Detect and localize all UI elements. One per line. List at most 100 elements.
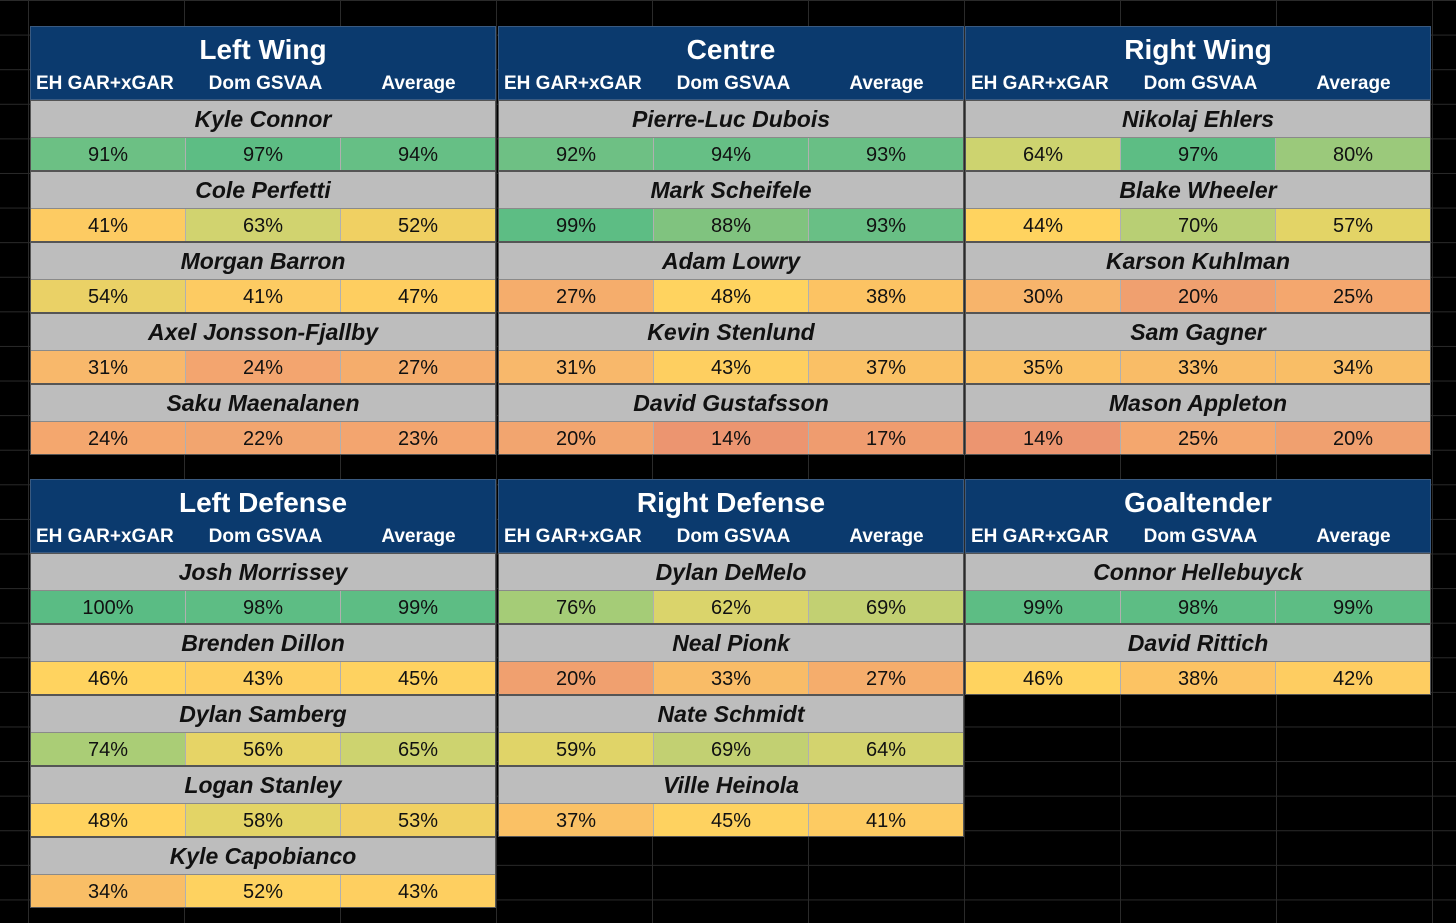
column-header: Average: [849, 526, 924, 547]
position-title: Centre: [686, 34, 776, 65]
player-row: David Gustafsson 20% 14% 17%: [498, 384, 964, 455]
column-header: EH GAR+xGAR: [504, 73, 642, 94]
player-row: Nate Schmidt 59% 69% 64%: [498, 695, 964, 766]
percentile-cell: 33%: [654, 662, 809, 694]
player-name: Mark Scheifele: [499, 172, 963, 209]
column-header: Dom GSVAA: [676, 73, 791, 94]
player-row: Cole Perfetti 41% 63% 52%: [30, 171, 496, 242]
player-values: 92% 94% 93%: [499, 138, 963, 170]
percentile-cell: 44%: [966, 209, 1121, 241]
player-row: Nikolaj Ehlers 64% 97% 80%: [965, 100, 1431, 171]
player-name: Kevin Stenlund: [499, 314, 963, 351]
percentile-cell: 27%: [499, 280, 654, 312]
percentile-cell: 98%: [186, 591, 341, 623]
player-name: Mason Appleton: [966, 385, 1430, 422]
percentile-cell: 74%: [31, 733, 186, 765]
percentile-cell: 92%: [499, 138, 654, 170]
percentile-cell: 98%: [1121, 591, 1276, 623]
percentile-cell: 88%: [654, 209, 809, 241]
player-name: Dylan DeMelo: [499, 554, 963, 591]
column-header: EH GAR+xGAR: [36, 526, 174, 547]
percentile-cell: 14%: [966, 422, 1121, 454]
percentile-cell: 38%: [809, 280, 963, 312]
player-row: Pierre-Luc Dubois 92% 94% 93%: [498, 100, 964, 171]
percentile-cell: 45%: [341, 662, 495, 694]
percentile-cell: 58%: [186, 804, 341, 836]
position-title: Left Defense: [178, 487, 348, 518]
position-panel: Right Defense EH GAR+xGAR Dom GSVAA Average…: [498, 479, 964, 837]
percentile-cell: 35%: [966, 351, 1121, 383]
player-name: Neal Pionk: [499, 625, 963, 662]
player-name: Ville Heinola: [499, 767, 963, 804]
player-row: Kevin Stenlund 31% 43% 37%: [498, 313, 964, 384]
percentile-cell: 100%: [31, 591, 186, 623]
position-title: Left Wing: [199, 34, 327, 65]
column-header: Dom GSVAA: [1143, 526, 1258, 547]
column-header: EH GAR+xGAR: [971, 73, 1109, 94]
player-name: Connor Hellebuyck: [966, 554, 1430, 591]
player-values: 48% 58% 53%: [31, 804, 495, 836]
column-headers: EH GAR+xGAR Dom GSVAA Average: [499, 524, 963, 552]
percentile-cell: 41%: [809, 804, 963, 836]
player-row: Kyle Capobianco 34% 52% 43%: [30, 837, 496, 908]
position-header: Left Wing EH GAR+xGAR Dom GSVAA Average: [30, 26, 496, 100]
player-values: 44% 70% 57%: [966, 209, 1430, 241]
column-headers: EH GAR+xGAR Dom GSVAA Average: [31, 71, 495, 99]
player-row: Ville Heinola 37% 45% 41%: [498, 766, 964, 837]
percentile-cell: 63%: [186, 209, 341, 241]
player-row: Axel Jonsson-Fjallby 31% 24% 27%: [30, 313, 496, 384]
player-values: 99% 98% 99%: [966, 591, 1430, 623]
percentile-cell: 56%: [186, 733, 341, 765]
percentile-cell: 37%: [499, 804, 654, 836]
column-header: Dom GSVAA: [208, 526, 323, 547]
player-values: 46% 38% 42%: [966, 662, 1430, 694]
player-name: Adam Lowry: [499, 243, 963, 280]
player-name: Kyle Capobianco: [31, 838, 495, 875]
player-values: 91% 97% 94%: [31, 138, 495, 170]
player-values: 30% 20% 25%: [966, 280, 1430, 312]
player-row: Neal Pionk 20% 33% 27%: [498, 624, 964, 695]
percentile-cell: 99%: [341, 591, 495, 623]
percentile-cell: 52%: [341, 209, 495, 241]
percentile-cell: 47%: [341, 280, 495, 312]
position-title: Goaltender: [1124, 487, 1272, 518]
player-name: Dylan Samberg: [31, 696, 495, 733]
column-headers: EH GAR+xGAR Dom GSVAA Average: [499, 71, 963, 99]
percentile-cell: 25%: [1121, 422, 1276, 454]
player-name: David Rittich: [966, 625, 1430, 662]
percentile-cell: 34%: [31, 875, 186, 907]
column-header: Average: [1316, 526, 1391, 547]
player-row: Adam Lowry 27% 48% 38%: [498, 242, 964, 313]
player-row: Saku Maenalanen 24% 22% 23%: [30, 384, 496, 455]
percentile-cell: 99%: [499, 209, 654, 241]
percentile-cell: 43%: [654, 351, 809, 383]
player-values: 24% 22% 23%: [31, 422, 495, 454]
column-headers: EH GAR+xGAR Dom GSVAA Average: [966, 524, 1430, 552]
position-panel: Right Wing EH GAR+xGAR Dom GSVAA Average Nik…: [965, 26, 1431, 455]
position-header: Centre EH GAR+xGAR Dom GSVAA Average: [498, 26, 964, 100]
percentile-cell: 17%: [809, 422, 963, 454]
percentile-cell: 54%: [31, 280, 186, 312]
player-values: 59% 69% 64%: [499, 733, 963, 765]
percentile-cell: 46%: [966, 662, 1121, 694]
player-values: 27% 48% 38%: [499, 280, 963, 312]
percentile-cell: 48%: [31, 804, 186, 836]
player-values: 100% 98% 99%: [31, 591, 495, 623]
position-title: Right Defense: [636, 487, 826, 518]
percentile-cell: 69%: [654, 733, 809, 765]
player-values: 99% 88% 93%: [499, 209, 963, 241]
percentile-cell: 27%: [809, 662, 963, 694]
player-name: Pierre-Luc Dubois: [499, 101, 963, 138]
player-row: Brenden Dillon 46% 43% 45%: [30, 624, 496, 695]
player-row: Kyle Connor 91% 97% 94%: [30, 100, 496, 171]
player-row: Morgan Barron 54% 41% 47%: [30, 242, 496, 313]
percentile-cell: 69%: [809, 591, 963, 623]
player-values: 37% 45% 41%: [499, 804, 963, 836]
player-values: 14% 25% 20%: [966, 422, 1430, 454]
player-row: Dylan DeMelo 76% 62% 69%: [498, 553, 964, 624]
player-values: 34% 52% 43%: [31, 875, 495, 907]
percentile-cell: 24%: [186, 351, 341, 383]
player-row: Karson Kuhlman 30% 20% 25%: [965, 242, 1431, 313]
player-name: Kyle Connor: [31, 101, 495, 138]
player-values: 20% 14% 17%: [499, 422, 963, 454]
